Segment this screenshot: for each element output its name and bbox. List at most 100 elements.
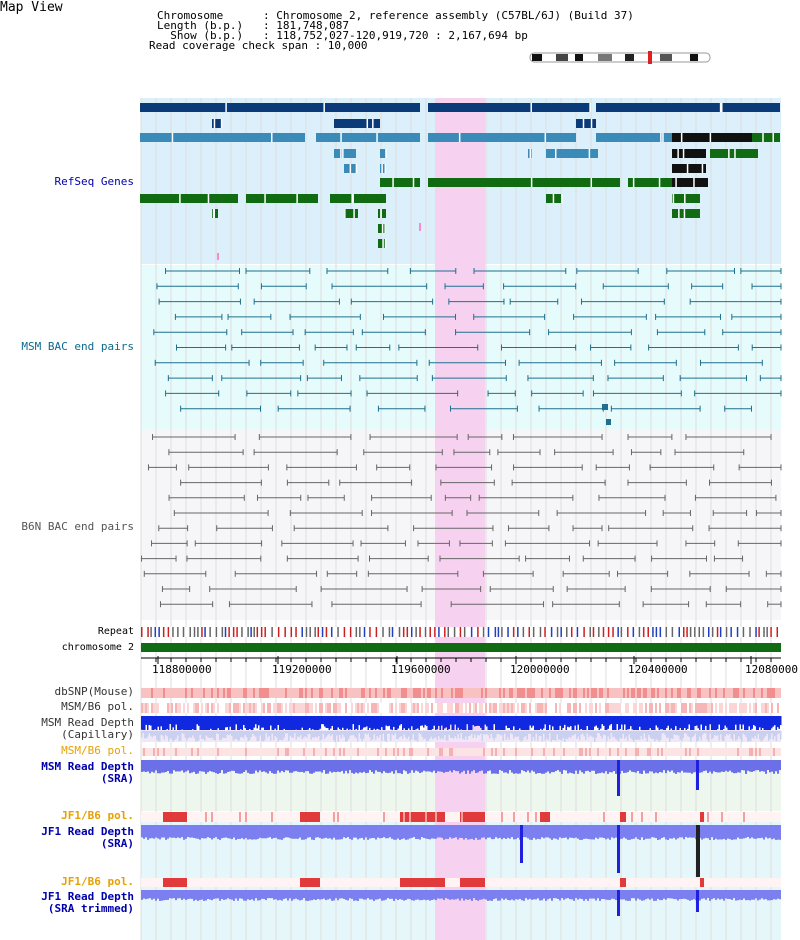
dbsnp-cell [263, 688, 265, 698]
msm-cap-depth-bar [675, 716, 677, 727]
msm-cap-depth-bar [247, 716, 249, 735]
jf1-sra-depth-bar [285, 825, 287, 838]
msm-pol2-cell [453, 748, 455, 756]
jf1-trim-depth-bar [467, 890, 469, 900]
msm-sra-depth-bar [233, 760, 235, 771]
msm-pol2-cell [679, 748, 681, 756]
dbsnp-cell [685, 688, 687, 698]
msm-pol2-cell [545, 748, 547, 756]
msm-cap-depth-low [597, 731, 599, 734]
repeat-element [678, 627, 681, 637]
label-jf1-b6-pol[interactable]: JF1/B6 pol. [61, 809, 134, 822]
msm-cap-depth-bar [475, 716, 477, 727]
jf1-trim-depth-bar [681, 890, 683, 899]
msm-pol2-cell [161, 748, 163, 756]
dbsnp-cell [413, 688, 415, 698]
label-jf1-read-depth-sra[interactable]: JF1 Read Depth (SRA) [41, 825, 134, 850]
jf1-pol-cell [735, 812, 737, 822]
msm-pol-cell [465, 703, 467, 713]
msm-pol2-cell [509, 748, 511, 756]
label-msm-b6-pol-2[interactable]: MSM/B6 pol. [61, 744, 134, 757]
jf1-sra-depth-bar [455, 825, 457, 838]
msm-cap-depth-low [228, 731, 230, 736]
jf1-trim-depth-bar [501, 890, 503, 899]
msm-pol-cell [599, 703, 601, 713]
dbsnp-cell [359, 688, 361, 698]
msm-pol-cell [521, 703, 523, 713]
dbsnp-cell [399, 688, 401, 698]
msm-cap-depth-bar [229, 716, 231, 727]
msm-pol-cell [681, 703, 683, 713]
msm-pol2-cell [373, 748, 375, 756]
dbsnp-cell [225, 688, 227, 698]
msm-sra-depth-bar [559, 760, 561, 772]
label-jf1-read-depth-trimmed[interactable]: JF1 Read Depth (SRA trimmed) [41, 890, 134, 915]
msm-cap-depth-low [202, 731, 204, 739]
jf1-pol-cell [555, 812, 557, 822]
msm-sra-depth-bar [693, 760, 695, 773]
msm-pol-cell [637, 703, 639, 713]
dbsnp-cell [231, 688, 233, 698]
msm-pol2-cell [169, 748, 171, 756]
jf1-trim-depth-bar [703, 890, 705, 899]
label-b6n-bac[interactable]: B6N BAC end pairs [21, 520, 134, 533]
dbsnp-cell [377, 688, 379, 698]
msm-cap-depth-bar [163, 716, 165, 734]
dbsnp-cell [673, 688, 675, 698]
repeat-element [264, 627, 266, 637]
jf1-pol-cell [211, 812, 213, 822]
msm-cap-depth-bar [564, 716, 566, 725]
msm-cap-depth-low [588, 731, 590, 738]
msm-sra-depth-bar [211, 760, 213, 772]
msm-pol2-cell [307, 748, 309, 756]
label-dbsnp[interactable]: dbSNP(Mouse) [54, 685, 134, 698]
msm-cap-depth-bar [454, 716, 456, 725]
jf1-sra-depth-bar [229, 825, 231, 839]
msm-sra-depth-bar [575, 760, 577, 771]
jf1-sra-depth-bar [655, 825, 657, 839]
jf1-pol-cell [451, 812, 453, 822]
dbsnp-cell [441, 688, 443, 698]
jf1-sra-depth-bar [369, 825, 371, 839]
jf1-sra-depth-bar [249, 825, 251, 840]
gene-exon-gap [225, 103, 227, 112]
msm-cap-depth-bar [688, 716, 690, 725]
msm-cap-depth-low [433, 731, 435, 738]
jf1-pol-cell [439, 812, 441, 822]
jf1-trim-depth-bar [421, 890, 423, 901]
msm-cap-depth-low [547, 731, 549, 741]
dbsnp-cell [669, 688, 671, 698]
label-msm-read-depth-sra[interactable]: MSM Read Depth (SRA) [41, 760, 134, 785]
msm-pol2-cell [277, 748, 279, 756]
label-msm-bac[interactable]: MSM BAC end pairs [21, 340, 134, 353]
msm-pol2-cell [737, 748, 739, 756]
jf1-sra-depth-bar [399, 825, 401, 840]
dbsnp-cell [319, 688, 321, 698]
jf1-pol-cell [221, 812, 223, 822]
jf1-pol-cell [239, 812, 241, 822]
label-jf1-b6-pol-2[interactable]: JF1/B6 pol. [61, 875, 134, 888]
dbsnp-cell [235, 688, 237, 698]
jf1-pol-cell [495, 812, 497, 822]
msm-cap-depth-bar [283, 716, 285, 729]
label-msm-read-depth-capillary[interactable]: MSM Read Depth (Capillary) [41, 716, 134, 741]
jf1-pol-cell [299, 812, 301, 822]
label-msm-b6-pol[interactable]: MSM/B6 pol. [61, 700, 134, 713]
msm-cap-depth-bar [438, 716, 440, 726]
msm-cap-depth-bar [747, 716, 749, 733]
dbsnp-cell [519, 688, 521, 698]
msm-sra-depth-bar [367, 760, 369, 773]
label-refseq-genes[interactable]: RefSeq Genes [54, 175, 134, 188]
msm-cap-depth-low [516, 731, 518, 738]
msm-pol-cell [633, 703, 635, 713]
jf1-trim-depth-bar [323, 890, 325, 899]
msm-pol-cell [705, 703, 707, 713]
jf1-pol-cell [313, 812, 315, 822]
msm-sra-depth-bar [455, 760, 457, 772]
msm-sra-depth-bar [391, 760, 393, 772]
jf1-sra-depth-bar [621, 825, 623, 839]
msm-cap-depth-bar [391, 716, 393, 737]
msm-pol-cell [301, 703, 303, 713]
dbsnp-cell [681, 688, 683, 698]
